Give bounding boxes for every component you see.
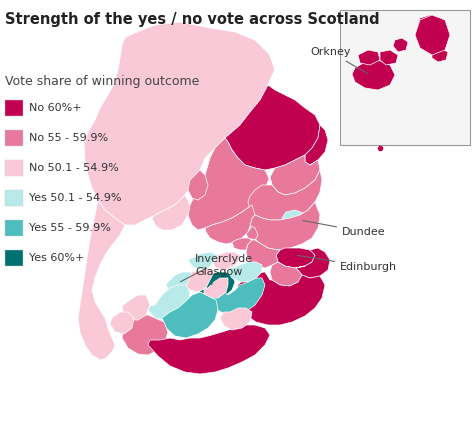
Polygon shape: [148, 285, 190, 320]
Bar: [5, 100, 23, 116]
Polygon shape: [220, 308, 252, 330]
Polygon shape: [380, 50, 398, 65]
Text: Strength of the yes / no vote across Scotland: Strength of the yes / no vote across Sco…: [5, 12, 380, 27]
Text: Dundee: Dundee: [303, 220, 386, 237]
Text: Inverclyde: Inverclyde: [181, 254, 253, 282]
Polygon shape: [352, 60, 395, 90]
Polygon shape: [212, 252, 240, 270]
Polygon shape: [432, 48, 448, 62]
Text: Glasgow: Glasgow: [195, 267, 242, 284]
Polygon shape: [305, 125, 328, 165]
Text: Yes 55 - 59.9%: Yes 55 - 59.9%: [29, 223, 111, 233]
Polygon shape: [122, 295, 150, 320]
Polygon shape: [235, 272, 325, 325]
Polygon shape: [162, 292, 218, 338]
Text: No 55 - 59.9%: No 55 - 59.9%: [29, 133, 108, 143]
Text: Yes 50.1 - 54.9%: Yes 50.1 - 54.9%: [29, 193, 121, 203]
Polygon shape: [110, 312, 134, 334]
Polygon shape: [188, 138, 272, 230]
Bar: [5, 130, 23, 146]
Polygon shape: [393, 38, 408, 52]
Text: Orkney: Orkney: [310, 47, 368, 74]
Polygon shape: [246, 240, 280, 268]
Bar: [340, 10, 470, 145]
Text: Vote share of winning outcome: Vote share of winning outcome: [5, 75, 200, 88]
Bar: [5, 250, 23, 266]
Bar: [5, 190, 23, 206]
Polygon shape: [188, 170, 208, 200]
Polygon shape: [416, 15, 448, 48]
Polygon shape: [196, 272, 235, 298]
Polygon shape: [205, 205, 255, 244]
Text: No 50.1 - 54.9%: No 50.1 - 54.9%: [29, 163, 119, 173]
Bar: [5, 160, 23, 176]
Polygon shape: [78, 200, 125, 360]
Polygon shape: [282, 210, 306, 228]
Polygon shape: [248, 170, 322, 220]
Polygon shape: [225, 55, 320, 170]
Polygon shape: [182, 268, 214, 292]
Polygon shape: [296, 248, 330, 278]
Polygon shape: [204, 278, 228, 298]
Polygon shape: [84, 22, 275, 225]
Polygon shape: [250, 202, 320, 250]
Polygon shape: [415, 15, 450, 55]
Polygon shape: [212, 278, 265, 315]
Bar: [5, 220, 23, 236]
Text: Edinburgh: Edinburgh: [298, 255, 397, 272]
Polygon shape: [276, 248, 315, 268]
Polygon shape: [270, 155, 320, 195]
Polygon shape: [148, 325, 270, 374]
Polygon shape: [358, 50, 380, 65]
Polygon shape: [122, 315, 168, 355]
Text: Yes 60%+: Yes 60%+: [29, 253, 84, 263]
Polygon shape: [270, 262, 305, 286]
Polygon shape: [246, 226, 258, 240]
Polygon shape: [188, 252, 218, 270]
Text: No 60%+: No 60%+: [29, 103, 82, 113]
Polygon shape: [152, 195, 190, 230]
Polygon shape: [228, 262, 262, 282]
Polygon shape: [232, 238, 252, 250]
Polygon shape: [166, 272, 192, 294]
